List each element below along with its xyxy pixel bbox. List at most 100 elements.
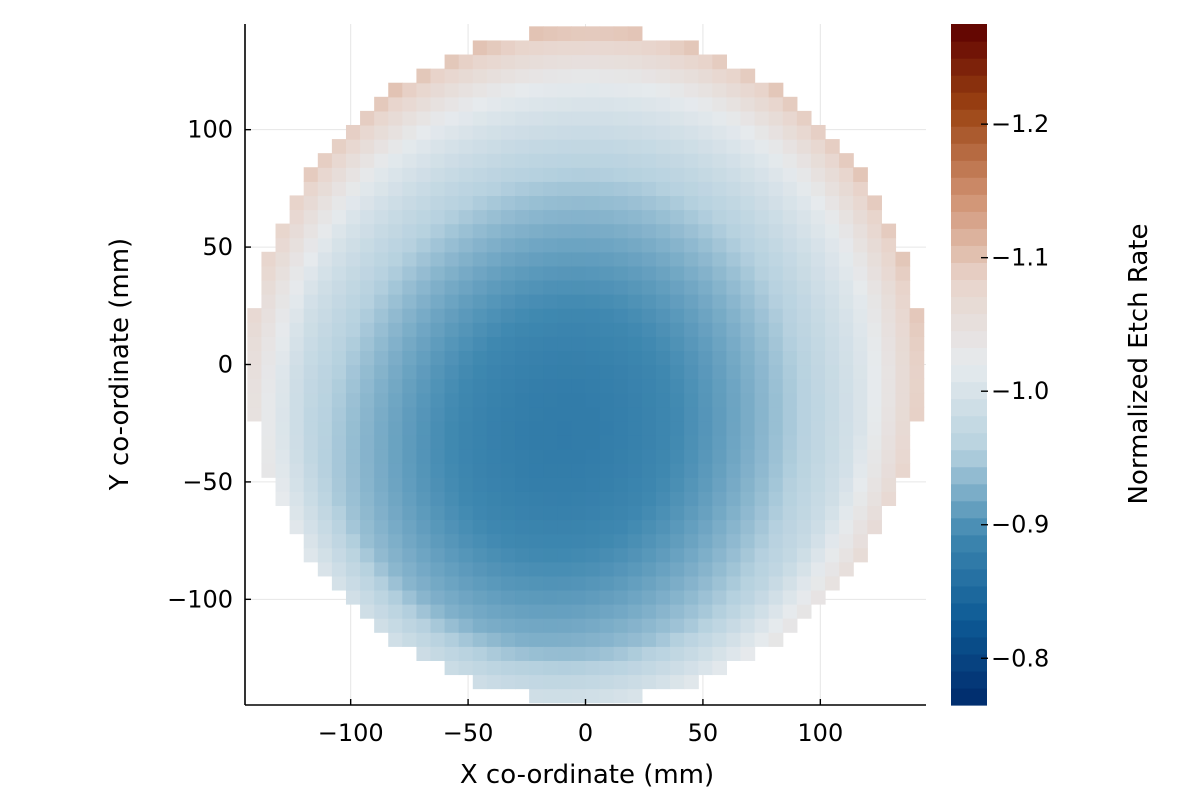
heatmap-cell [599, 364, 615, 380]
heatmap-cell [486, 350, 502, 366]
heatmap-cell [317, 519, 333, 535]
heatmap-cell [402, 406, 418, 422]
heatmap-cell [684, 406, 699, 422]
heatmap-cell [641, 82, 657, 98]
heatmap-cell [345, 181, 361, 197]
heatmap-cell [543, 40, 558, 56]
heatmap-cell [684, 82, 699, 98]
colorbar-ticks: −0.8−0.9−1.0−1.1−1.2 [981, 110, 1049, 672]
heatmap-cell [810, 505, 826, 521]
heatmap-cell [641, 110, 657, 126]
heatmap-cell [331, 223, 347, 239]
heatmap-cell [261, 434, 277, 450]
heatmap-cell [388, 209, 403, 225]
heatmap-cell [515, 110, 530, 126]
heatmap-cell [543, 167, 558, 182]
heatmap-cell [515, 519, 530, 535]
heatmap-cell [810, 308, 826, 323]
heatmap-cell [740, 308, 756, 323]
heatmap-cell [571, 688, 587, 704]
heatmap-cell [670, 674, 685, 690]
heatmap-cell [543, 589, 558, 605]
heatmap-cell [754, 463, 770, 478]
heatmap-cell [543, 406, 558, 422]
heatmap-cell [670, 54, 685, 70]
heatmap-cell [740, 364, 756, 380]
heatmap-cell [839, 223, 854, 239]
heatmap-cell [613, 82, 629, 98]
heatmap-cell [796, 195, 812, 211]
heatmap-cell [627, 674, 643, 690]
heatmap-cell [345, 364, 361, 380]
heatmap-cell [641, 463, 657, 478]
heatmap-cell [670, 561, 685, 577]
heatmap-cell [444, 660, 460, 676]
heatmap-cell [698, 223, 713, 239]
heatmap-cell [500, 251, 516, 267]
heatmap-cell [500, 153, 516, 168]
heatmap-cell [402, 336, 418, 352]
heatmap-cell [768, 392, 784, 408]
heatmap-cell [472, 420, 488, 436]
heatmap-cell [571, 322, 587, 337]
heatmap-cell [641, 153, 657, 168]
heatmap-cell [881, 477, 897, 492]
heatmap-cell [599, 181, 615, 197]
heatmap-cell [726, 124, 742, 140]
heatmap-cell [655, 322, 671, 337]
heatmap-cell [627, 575, 643, 591]
heatmap-cell [289, 251, 305, 267]
heatmap-cell [585, 477, 601, 492]
heatmap-cell [430, 209, 446, 225]
heatmap-cell [458, 308, 474, 323]
heatmap-cell [810, 406, 826, 422]
heatmap-cell [317, 547, 333, 563]
heatmap-cell [726, 378, 742, 394]
heatmap-cell [613, 110, 629, 126]
heatmap-cell [782, 392, 798, 408]
colorbar-tick-label: −1.1 [991, 244, 1049, 272]
heatmap-cell [472, 505, 488, 521]
heatmap-cell [810, 153, 826, 168]
heatmap-cell [655, 68, 671, 84]
heatmap-cell [543, 604, 558, 619]
heatmap-cell [754, 336, 770, 352]
heatmap-cell [740, 477, 756, 492]
heatmap-cell [486, 322, 502, 337]
heatmap-cell [839, 491, 854, 506]
heatmap-cell [529, 181, 544, 197]
heatmap-cell [360, 279, 375, 295]
heatmap-cell [388, 336, 403, 352]
heatmap-cell [782, 449, 798, 464]
heatmap-cell [796, 406, 812, 422]
heatmap-cell [867, 420, 882, 436]
heatmap-cell [839, 308, 854, 323]
heatmap-cell [740, 237, 756, 253]
heatmap-cell [458, 181, 474, 197]
heatmap-cell [684, 589, 699, 605]
heatmap-cell [881, 223, 897, 239]
heatmap-cell [303, 364, 319, 380]
heatmap-cell [472, 322, 488, 337]
heatmap-cell [500, 181, 516, 197]
heatmap-cell [825, 223, 840, 239]
heatmap-cell [515, 82, 530, 98]
heatmap-cell [571, 618, 587, 633]
heatmap-cell [458, 547, 474, 563]
heatmap-cell [613, 209, 629, 225]
heatmap-cell [275, 449, 291, 464]
heatmap-cell [557, 223, 573, 239]
heatmap-cell [670, 265, 685, 281]
heatmap-cell [543, 449, 558, 464]
heatmap-cell [543, 110, 558, 126]
heatmap-cell [430, 336, 446, 352]
heatmap-cell [416, 547, 432, 563]
heatmap-cell [515, 449, 530, 464]
heatmap-cell [740, 336, 756, 352]
heatmap-cell [430, 618, 446, 633]
heatmap-cell [895, 336, 911, 352]
heatmap-cell [740, 547, 756, 563]
heatmap-cell [810, 491, 826, 506]
heatmap-cell [374, 265, 389, 281]
heatmap-cell [388, 406, 403, 422]
